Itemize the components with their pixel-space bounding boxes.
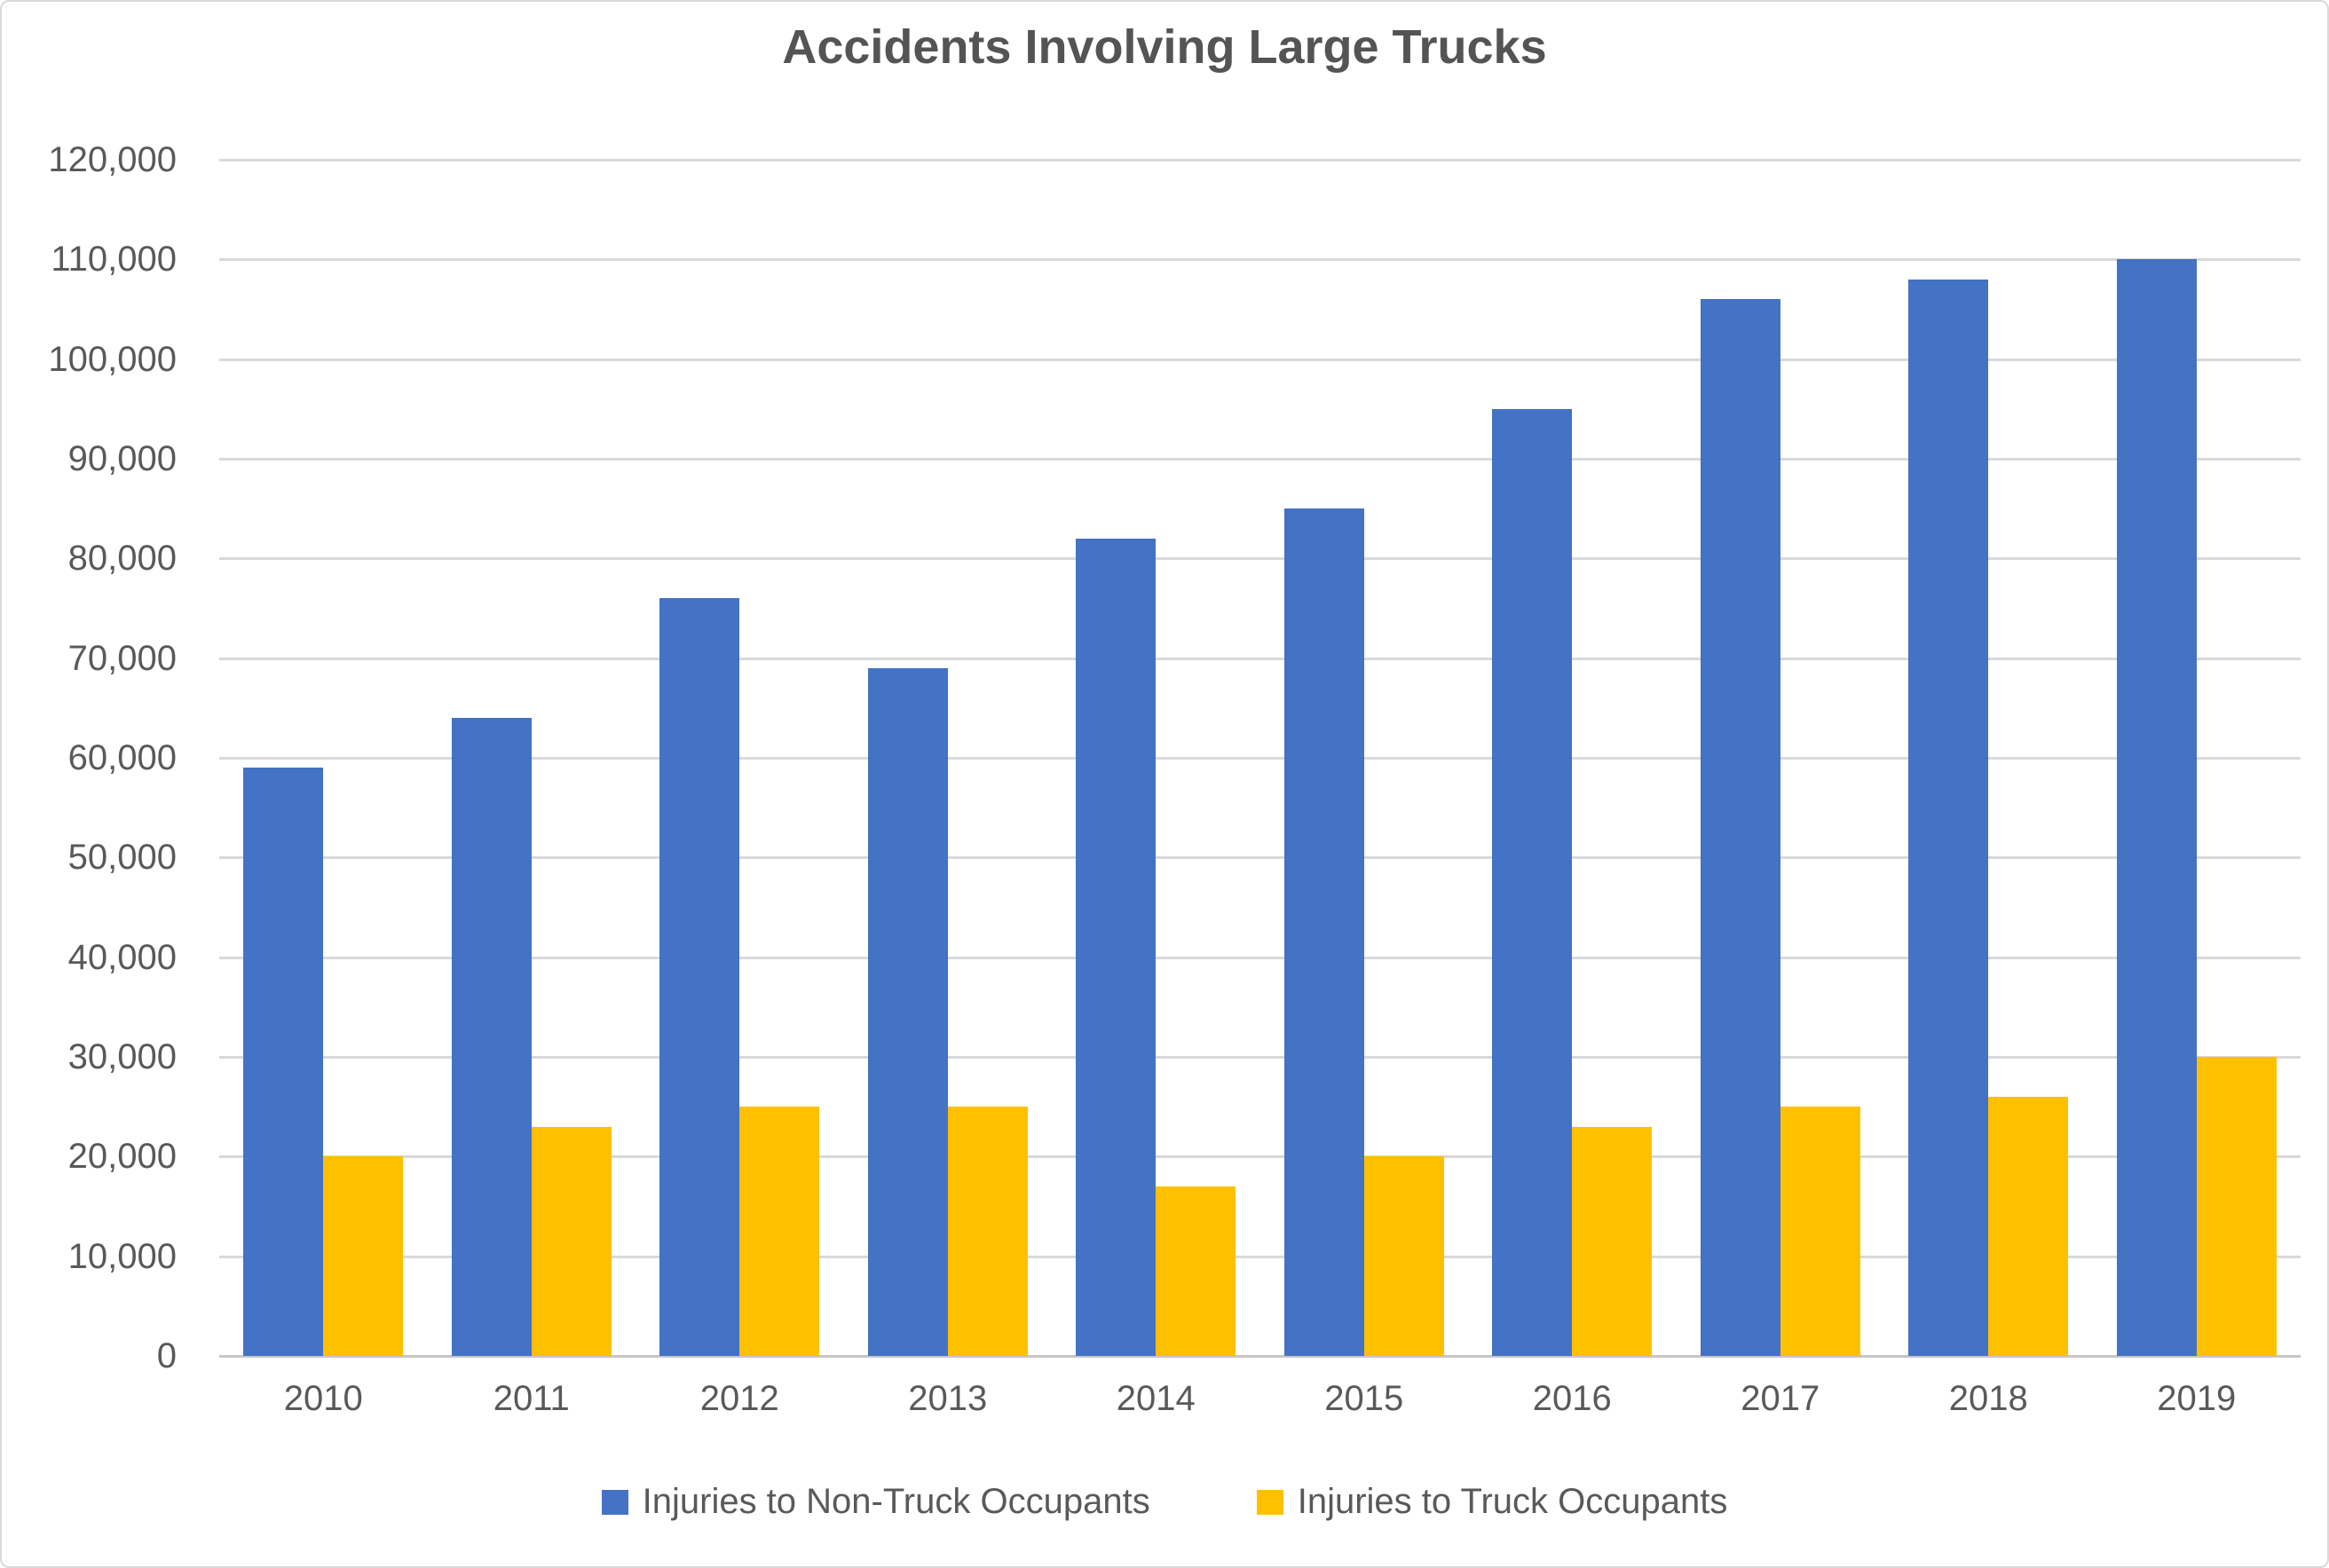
- bar-group-2015: [1260, 160, 1469, 1356]
- bar-group-2014: [1052, 160, 1260, 1356]
- y-axis-tick-label: 10,000: [67, 1237, 177, 1276]
- bar-group-2018: [1884, 160, 2093, 1356]
- y-axis-tick-label: 90,000: [67, 439, 177, 478]
- bar-series1-2013: [867, 667, 948, 1356]
- bar-series2-2016: [1572, 1126, 1653, 1356]
- plot-area: [219, 159, 2301, 1358]
- legend-label: Injuries to Truck Occupants: [1297, 1482, 1728, 1521]
- gridline: [219, 458, 2301, 461]
- y-axis-tick-label: 100,000: [48, 340, 177, 379]
- gridline: [219, 856, 2301, 859]
- y-axis-tick-label: 80,000: [67, 539, 177, 578]
- bar-series2-2012: [739, 1107, 820, 1356]
- chart-title: Accidents Involving Large Trucks: [782, 20, 1547, 74]
- gridline: [219, 258, 2301, 261]
- bar-group-2016: [1468, 160, 1677, 1356]
- x-axis-tick-label: 2019: [2157, 1379, 2237, 1418]
- bar-series2-2015: [1363, 1156, 1444, 1356]
- bar-group-2019: [2093, 160, 2301, 1356]
- bar-series1-2012: [659, 598, 740, 1356]
- bar-group-2011: [428, 160, 636, 1356]
- gridline: [219, 159, 2301, 162]
- x-axis-tick-label: 2014: [1116, 1379, 1196, 1418]
- y-axis-tick-label: 0: [156, 1336, 177, 1375]
- x-axis-tick-label: 2016: [1532, 1379, 1612, 1418]
- legend-item-1: Injuries to Non-Truck Occupants: [601, 1482, 1150, 1522]
- gridline: [219, 1056, 2301, 1059]
- y-axis: 0 10,000 20,000 30,000 40,000 50,000 60,000 70,…: [2, 140, 177, 1375]
- bar-series1-2016: [1492, 408, 1573, 1356]
- gridline: [219, 1256, 2301, 1258]
- gridline: [219, 757, 2301, 760]
- x-axis-tick-label: 2012: [699, 1379, 779, 1418]
- legend: Injuries to Non-Truck Occupants Injuries …: [2, 1482, 2327, 1522]
- gridline: [219, 658, 2301, 660]
- x-axis-tick-label: 2015: [1324, 1379, 1404, 1418]
- legend-swatch-icon: [601, 1489, 628, 1515]
- bar-series1-2018: [1908, 279, 1989, 1356]
- bar-series2-2013: [947, 1107, 1028, 1356]
- bar-group-2012: [636, 160, 844, 1356]
- y-axis-tick-label: 20,000: [67, 1137, 177, 1176]
- x-axis-tick-label: 2013: [908, 1379, 988, 1418]
- legend-item-2: Injuries to Truck Occupants: [1256, 1482, 1728, 1522]
- x-axis-tick-label: 2017: [1741, 1379, 1820, 1418]
- bar-series2-2011: [531, 1126, 612, 1356]
- x-axis-tick-label: 2011: [493, 1379, 570, 1418]
- y-axis-tick-label: 60,000: [67, 738, 177, 777]
- y-axis-tick-label: 40,000: [67, 938, 177, 977]
- bar-series2-2010: [323, 1156, 404, 1356]
- bar-series1-2017: [1700, 299, 1780, 1356]
- x-axis-tick-label: 2010: [283, 1379, 363, 1418]
- x-axis-tick-label: 2018: [1948, 1379, 2028, 1418]
- legend-swatch-icon: [1256, 1489, 1283, 1515]
- bar-series1-2010: [243, 768, 324, 1356]
- bar-series2-2018: [1988, 1096, 2069, 1356]
- bar-groups: [219, 160, 2301, 1356]
- gridline: [219, 957, 2301, 959]
- bar-series1-2019: [2116, 259, 2197, 1356]
- y-axis-tick-label: 30,000: [67, 1037, 177, 1076]
- y-axis-tick-label: 120,000: [48, 140, 177, 179]
- y-axis-tick-label: 50,000: [67, 838, 177, 877]
- bar-series1-2011: [451, 718, 532, 1356]
- x-axis-line: [219, 1355, 2301, 1358]
- gridline: [219, 359, 2301, 361]
- gridline: [219, 557, 2301, 560]
- legend-label: Injuries to Non-Truck Occupants: [642, 1482, 1150, 1521]
- gridline: [219, 1155, 2301, 1158]
- bar-series2-2019: [2196, 1057, 2277, 1356]
- y-axis-tick-label: 110,000: [51, 240, 177, 279]
- bar-group-2017: [1677, 160, 1885, 1356]
- bar-series1-2014: [1076, 538, 1157, 1356]
- bar-series2-2017: [1780, 1107, 1860, 1356]
- bar-group-2010: [219, 160, 428, 1356]
- y-axis-tick-label: 70,000: [67, 639, 177, 678]
- bar-series1-2015: [1283, 508, 1364, 1356]
- bar-group-2013: [844, 160, 1053, 1356]
- bar-series2-2014: [1156, 1186, 1236, 1356]
- x-axis: 2010 2011 2012 2013 2014 2015 2016 2017 2018 2019: [219, 1379, 2301, 1419]
